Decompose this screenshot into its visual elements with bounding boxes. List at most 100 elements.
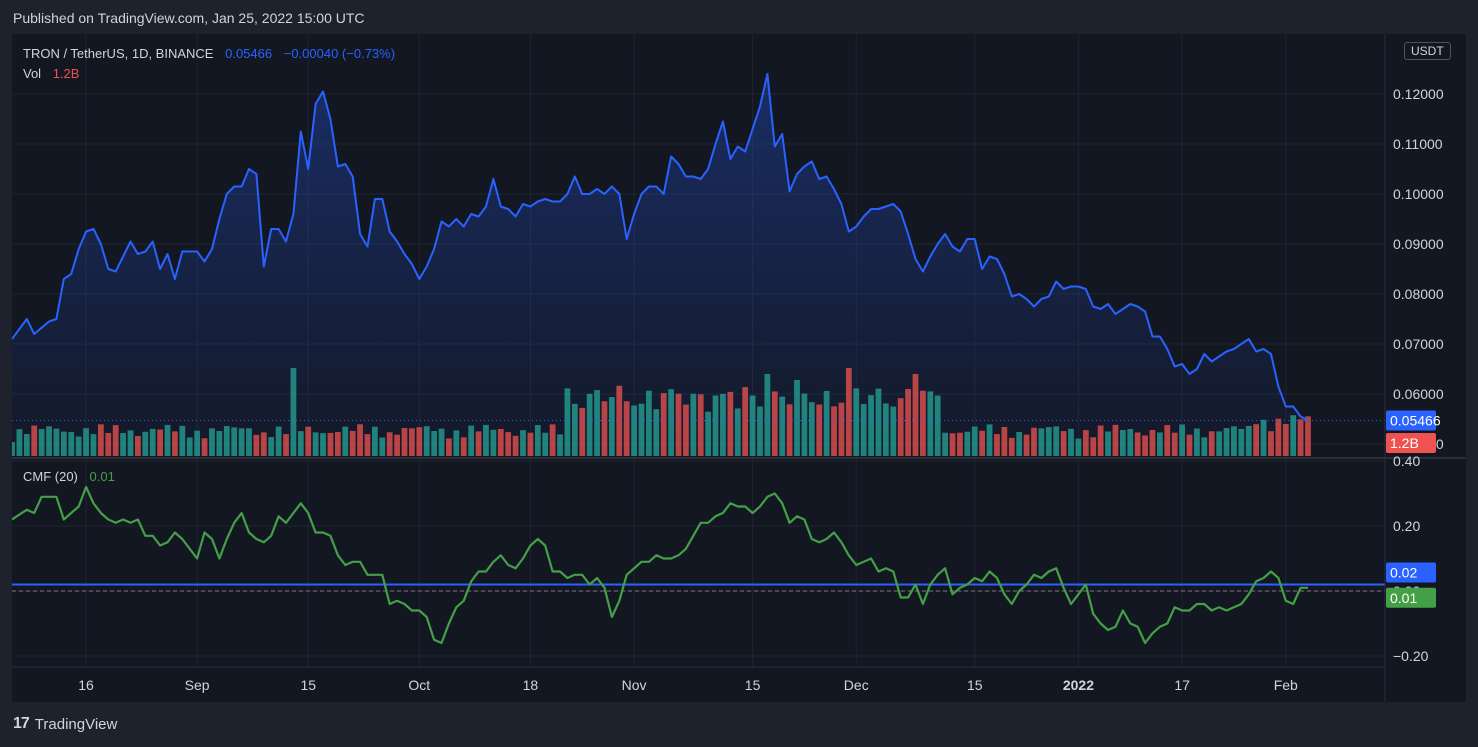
price-change: −0.00040 (−0.73%) bbox=[283, 46, 396, 61]
last-volume-badge-bg bbox=[1386, 433, 1436, 453]
volume-bar bbox=[83, 428, 89, 456]
volume-bar bbox=[957, 432, 963, 456]
volume-bar bbox=[712, 395, 719, 456]
volume-bar bbox=[1305, 416, 1311, 456]
volume-bar bbox=[201, 438, 208, 456]
volume-bar bbox=[801, 393, 808, 456]
volume-bar bbox=[934, 395, 941, 456]
volume-bar bbox=[683, 404, 689, 456]
volume-bar bbox=[594, 390, 600, 456]
time-axis[interactable]: 16 Sep 15 Oct 18 Nov 15 Dec 15 2022 17 Feb bbox=[78, 677, 1298, 693]
volume-bar bbox=[312, 432, 319, 456]
volume-bar bbox=[349, 430, 356, 456]
last-price: 0.05466 bbox=[225, 46, 273, 61]
symbol-label[interactable]: TRON / TetherUS, 1D, BINANCE bbox=[23, 46, 214, 61]
chart-frame[interactable]: 0.12000 0.11000 0.10000 0.09000 0.08000 0.070… bbox=[9, 34, 1466, 702]
price-legend: TRON / TetherUS, 1D, BINANCE 0.05466 −0.… bbox=[23, 46, 399, 61]
volume-bar bbox=[297, 431, 304, 456]
cmf-legend: CMF (20) 0.01 bbox=[23, 469, 119, 484]
volume-bar bbox=[564, 388, 571, 456]
volume-bar bbox=[1245, 425, 1252, 456]
volume-bar bbox=[979, 430, 986, 456]
tradingview-logo-icon: 17 bbox=[13, 715, 30, 732]
volume-bar bbox=[1134, 432, 1141, 456]
volume-bar bbox=[1038, 428, 1045, 456]
volume-bar bbox=[475, 431, 482, 456]
volume-bar bbox=[379, 437, 386, 456]
volume-bar bbox=[882, 403, 889, 456]
cmf-label[interactable]: CMF (20) bbox=[23, 469, 78, 484]
volume-bar bbox=[401, 428, 408, 456]
volume-bar bbox=[186, 437, 193, 456]
volume-bar bbox=[742, 387, 749, 456]
volume-bar bbox=[1231, 426, 1237, 456]
cmf-last-badge-bg bbox=[1386, 587, 1436, 608]
volume-bar bbox=[949, 433, 956, 456]
volume-bar bbox=[1194, 428, 1200, 456]
volume-bar bbox=[675, 393, 682, 456]
volume-bar bbox=[1068, 428, 1074, 456]
volume-bar bbox=[127, 430, 134, 456]
chart-canvas[interactable]: 0.12000 0.11000 0.10000 0.09000 0.08000 0.070… bbox=[9, 34, 1466, 702]
volume-bar bbox=[238, 428, 245, 456]
tradingview-brand[interactable]: 17 TradingView bbox=[13, 715, 117, 733]
volume-bar bbox=[172, 431, 178, 456]
volume-bar bbox=[890, 406, 897, 456]
volume-bar bbox=[68, 431, 75, 456]
volume-bar bbox=[808, 402, 815, 456]
volume-bar bbox=[845, 368, 852, 456]
volume-bar bbox=[438, 428, 445, 456]
volume-bar bbox=[1097, 425, 1104, 456]
volume-bar bbox=[1260, 419, 1267, 456]
volume-bar bbox=[409, 428, 415, 456]
volume-bar bbox=[571, 403, 578, 456]
volume-bar bbox=[223, 426, 230, 456]
volume-bar bbox=[1268, 431, 1274, 456]
volume-bar bbox=[216, 430, 223, 456]
time-tick-label: 15 bbox=[745, 677, 761, 693]
volume-bar bbox=[357, 424, 363, 456]
cmf-axis[interactable]: 0.400.200.00−0.20 bbox=[1393, 453, 1429, 664]
volume-label[interactable]: Vol bbox=[23, 66, 42, 81]
volume-bar bbox=[557, 434, 563, 456]
price-axis[interactable]: 0.12000 0.11000 0.10000 0.09000 0.08000 0.070… bbox=[1393, 86, 1444, 452]
volume-bar bbox=[512, 435, 519, 456]
volume-bar bbox=[875, 388, 882, 456]
volume-bar bbox=[1201, 437, 1208, 456]
volume-bar bbox=[586, 393, 593, 456]
volume-bar bbox=[646, 390, 652, 456]
volume-bar bbox=[1179, 424, 1185, 456]
price-tick-label: 0.06000 bbox=[1393, 386, 1444, 402]
volume-bar bbox=[46, 426, 52, 456]
volume-bar bbox=[416, 427, 423, 456]
volume-bar bbox=[749, 395, 756, 456]
volume-bar bbox=[1164, 424, 1171, 456]
time-tick-label: 15 bbox=[967, 677, 983, 693]
volume-bar bbox=[31, 425, 38, 456]
volume-bar bbox=[1208, 431, 1215, 456]
volume-bar bbox=[794, 380, 800, 456]
time-tick-label: Sep bbox=[185, 677, 210, 693]
price-tick-label: 0.11000 bbox=[1393, 136, 1443, 152]
volume-bar bbox=[816, 404, 823, 456]
volume-bar bbox=[149, 428, 156, 456]
volume-bar bbox=[179, 425, 186, 456]
time-tick-label: 16 bbox=[78, 677, 94, 693]
volume-bar bbox=[779, 396, 786, 456]
volume-bar bbox=[549, 424, 556, 456]
volume-bar bbox=[364, 434, 371, 456]
volume-bar bbox=[608, 397, 615, 456]
volume-bar bbox=[964, 431, 971, 456]
cmf-tick-label: 0.40 bbox=[1393, 453, 1420, 469]
brand-name: TradingView bbox=[34, 715, 118, 733]
volume-legend: Vol 1.2B bbox=[23, 66, 83, 81]
currency-badge[interactable]: USDT bbox=[1404, 42, 1451, 60]
volume-bar bbox=[920, 390, 926, 456]
time-tick-label: Nov bbox=[622, 677, 647, 693]
volume-bar bbox=[638, 403, 645, 456]
volume-bar bbox=[260, 432, 267, 456]
volume-bar bbox=[705, 411, 712, 456]
volume-bar bbox=[1297, 419, 1304, 456]
volume-bar bbox=[786, 404, 793, 456]
volume-bar bbox=[1290, 415, 1297, 456]
